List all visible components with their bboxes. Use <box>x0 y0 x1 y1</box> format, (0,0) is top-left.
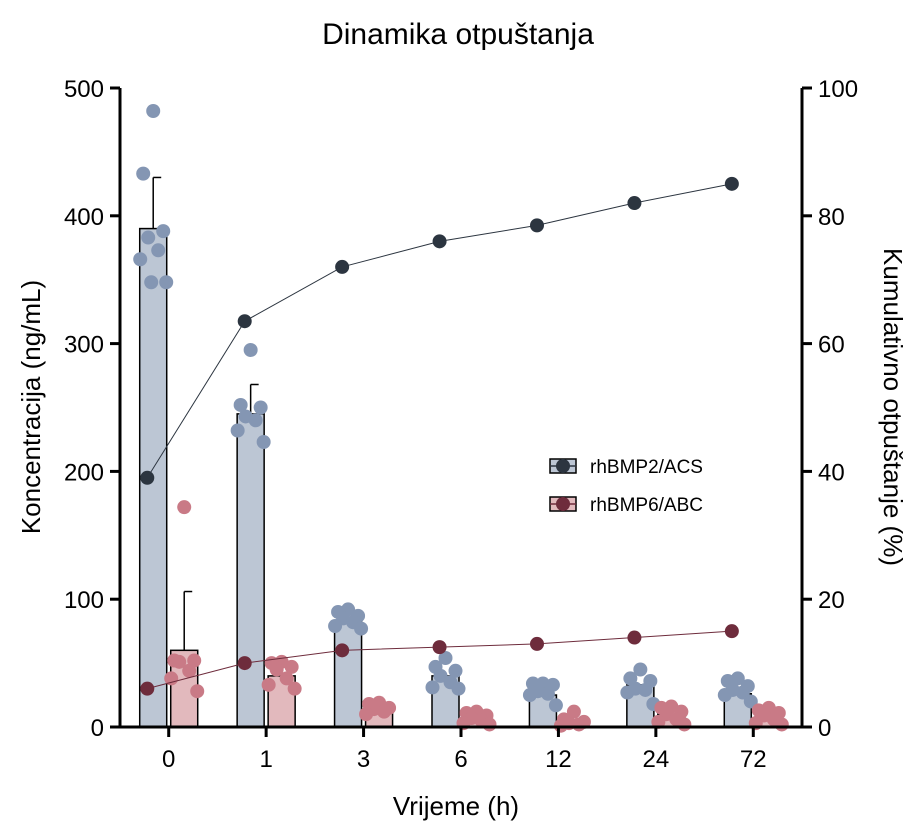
x-tick-label-1: 1 <box>259 746 272 773</box>
error-bars <box>152 176 259 651</box>
point-0-1-5 <box>230 423 245 438</box>
point-0-2-5 <box>328 619 343 634</box>
point-0-6-5 <box>717 688 732 703</box>
point-1-1-6 <box>287 681 302 696</box>
point-1-5-6 <box>677 717 692 732</box>
y2-tick-label-2: 40 <box>818 459 845 486</box>
cumulative-point-1-1 <box>237 656 252 671</box>
cumulative-point-0-4 <box>529 218 544 233</box>
legend-label-1: rhBMP6/ABC <box>590 495 703 516</box>
cumulative-point-1-4 <box>529 636 544 651</box>
y-tick-label-3: 300 <box>64 332 104 359</box>
point-0-3-3 <box>433 668 448 683</box>
y2-tick-label-4: 80 <box>818 204 845 231</box>
y2-tick-label-5: 100 <box>818 76 858 103</box>
x-axis-label: Vrijeme (h) <box>393 791 519 821</box>
y-tick-label-4: 400 <box>64 204 104 231</box>
x-tick-label-0: 0 <box>162 746 175 773</box>
point-0-6-4 <box>735 685 750 700</box>
x-tick-label-2: 3 <box>357 746 370 773</box>
y2-axis-label: Kumulativno otpuštanje (%) <box>878 248 908 566</box>
cumulative-point-0-2 <box>335 259 350 274</box>
point-0-1-2 <box>253 400 268 415</box>
x-tick-label-3: 6 <box>454 746 467 773</box>
point-1-1-3 <box>269 662 284 677</box>
point-0-1-0 <box>243 342 258 357</box>
cumulative-point-1-5 <box>627 630 642 645</box>
point-1-5-5 <box>651 714 666 729</box>
point-0-3-2 <box>448 663 463 678</box>
point-1-0-0 <box>177 500 192 515</box>
point-0-4-5 <box>522 688 537 703</box>
point-1-0-3 <box>172 654 187 669</box>
point-0-0-6 <box>159 275 174 290</box>
cumulative-point-1-0 <box>140 681 155 696</box>
point-1-6-6 <box>774 717 789 732</box>
x-tick-label-4: 12 <box>545 746 572 773</box>
legend-marker-1 <box>556 497 570 511</box>
point-0-4-4 <box>540 686 555 701</box>
point-0-6-6 <box>743 694 758 709</box>
y2-tick-label-3: 60 <box>818 332 845 359</box>
axes: 0 100 200 300 400 500 0 20 40 60 80 100 0 1 3 6 12 24 72 <box>64 76 858 773</box>
y2-tick-label-1: 20 <box>818 587 845 614</box>
x-tick-label-6: 72 <box>740 746 767 773</box>
point-0-3-6 <box>451 681 466 696</box>
point-0-3-5 <box>425 680 440 695</box>
chart-title: Dinamika otpuštanja <box>322 18 594 51</box>
point-0-0-4 <box>151 243 166 258</box>
legend: rhBMP2/ACS rhBMP6/ABC <box>549 457 703 516</box>
cumulative-point-1-6 <box>724 624 739 639</box>
point-0-0-1 <box>136 166 151 181</box>
cumulative-point-0-5 <box>627 196 642 211</box>
point-1-3-6 <box>482 717 497 732</box>
y-tick-label-5: 500 <box>64 76 104 103</box>
y-tick-label-0: 0 <box>91 715 104 742</box>
point-1-0-6 <box>190 684 205 699</box>
cumulative-point-0-0 <box>140 470 155 485</box>
point-0-3-0 <box>438 650 453 665</box>
point-0-0-2 <box>156 224 171 239</box>
point-0-0-5 <box>133 252 148 267</box>
point-0-0-7 <box>144 275 159 290</box>
y-tick-label-2: 200 <box>64 459 104 486</box>
point-1-1-4 <box>279 671 294 686</box>
point-0-1-1 <box>233 397 248 412</box>
cumulative-point-0-6 <box>724 176 739 191</box>
point-0-0-3 <box>141 230 156 245</box>
point-0-5-5 <box>620 685 635 700</box>
point-1-0-4 <box>182 663 197 678</box>
point-1-4-4 <box>571 717 586 732</box>
point-1-1-5 <box>261 677 276 692</box>
y-axis-label: Koncentracija (ng/mL) <box>16 280 46 534</box>
point-0-1-6 <box>256 435 271 450</box>
point-0-2-6 <box>354 621 369 636</box>
point-1-2-5 <box>359 707 374 722</box>
y-tick-label-1: 100 <box>64 587 104 614</box>
point-1-4-0 <box>566 704 581 719</box>
cumulative-point-0-3 <box>432 234 447 249</box>
y2-tick-label-0: 0 <box>818 715 831 742</box>
point-1-1-2 <box>284 659 299 674</box>
legend-marker-0 <box>556 459 570 473</box>
data-points <box>133 104 789 733</box>
bar-0-1 <box>236 413 265 728</box>
cumulative-lines <box>140 176 739 696</box>
legend-label-0: rhBMP2/ACS <box>590 457 703 478</box>
cumulative-point-0-1 <box>237 314 252 329</box>
point-0-5-4 <box>638 682 653 697</box>
x-tick-label-5: 24 <box>643 746 670 773</box>
bar-0-2 <box>333 620 363 728</box>
point-0-0-0 <box>146 104 161 119</box>
point-0-5-0 <box>633 662 648 677</box>
point-0-1-4 <box>248 413 263 428</box>
point-0-4-6 <box>548 698 563 713</box>
cumulative-point-1-2 <box>335 643 350 658</box>
point-1-2-4 <box>377 704 392 719</box>
cumulative-point-1-3 <box>432 640 447 655</box>
